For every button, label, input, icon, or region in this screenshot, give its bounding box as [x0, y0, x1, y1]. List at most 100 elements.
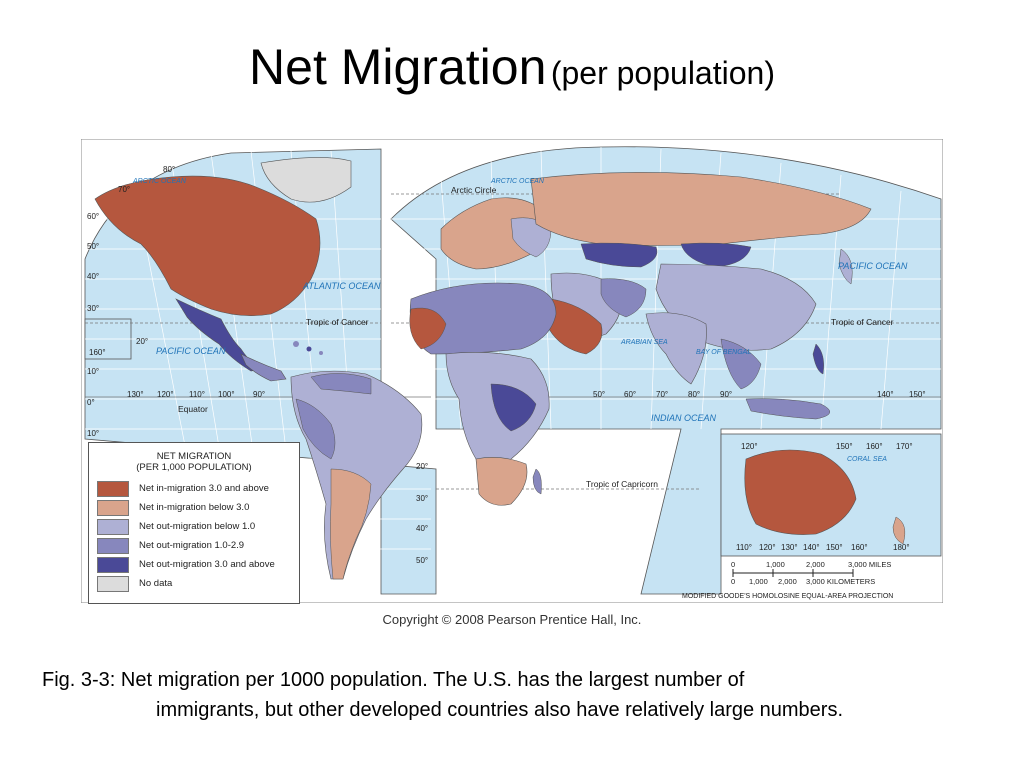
- svg-text:70°: 70°: [118, 185, 130, 194]
- ocean-label-arabian: ARABIAN SEA: [620, 339, 668, 346]
- line-label-equator: Equator: [178, 404, 208, 414]
- ocean-label-arctic-2: ARCTIC OCEAN: [490, 178, 545, 185]
- ocean-label-atlantic: ATLANTIC OCEAN: [302, 281, 381, 291]
- legend-title: NET MIGRATION (PER 1,000 POPULATION): [89, 451, 299, 473]
- svg-text:150°: 150°: [909, 390, 926, 399]
- ocean-label-indian: INDIAN OCEAN: [651, 413, 717, 423]
- japan: [838, 248, 853, 285]
- svg-text:160°: 160°: [851, 543, 868, 552]
- scale-bar: 0 1,000 2,000 3,000 MILES 0 1,000 2,000 …: [682, 560, 893, 600]
- svg-text:80°: 80°: [163, 165, 175, 174]
- svg-text:3,000 MILES: 3,000 MILES: [848, 560, 891, 569]
- line-label-arctic-circle: Arctic Circle: [451, 185, 497, 195]
- arabian-peninsula: [548, 298, 603, 355]
- caption-line2: immigrants, but other developed countrie…: [156, 699, 844, 721]
- central-america: [240, 353, 287, 382]
- svg-text:60°: 60°: [624, 390, 636, 399]
- svg-text:90°: 90°: [720, 390, 732, 399]
- svg-text:30°: 30°: [416, 494, 428, 503]
- indonesia: [745, 398, 830, 420]
- madagascar: [532, 468, 542, 495]
- svg-text:50°: 50°: [593, 390, 605, 399]
- philippines: [812, 343, 824, 375]
- svg-text:20°: 20°: [416, 462, 428, 471]
- svg-text:160°: 160°: [89, 348, 106, 357]
- svg-text:50°: 50°: [87, 242, 99, 251]
- svg-text:140°: 140°: [803, 543, 820, 552]
- legend-swatch: [97, 480, 129, 497]
- southern-africa: [475, 457, 528, 506]
- north-africa: [409, 282, 557, 355]
- svg-text:170°: 170°: [896, 442, 913, 451]
- north-america: [94, 175, 321, 316]
- svg-text:20°: 20°: [136, 337, 148, 346]
- svg-text:120°: 120°: [759, 543, 776, 552]
- svg-text:60°: 60°: [87, 212, 99, 221]
- iran-afghanistan: [600, 278, 647, 318]
- mongolia: [680, 242, 752, 268]
- chile-argentina: [330, 468, 372, 580]
- svg-text:50°: 50°: [416, 556, 428, 565]
- world-map: ARCTIC OCEAN ARCTIC OCEAN ATLANTIC OCEAN…: [81, 139, 943, 604]
- svg-text:150°: 150°: [826, 543, 843, 552]
- legend-item: Net in-migration below 3.0: [97, 498, 299, 517]
- ocean-label-pacific-west: PACIFIC OCEAN: [156, 346, 226, 356]
- legend-swatch: [97, 518, 129, 535]
- ocean-lobe-eurasia: [390, 146, 942, 595]
- svg-text:80°: 80°: [688, 390, 700, 399]
- legend-swatch: [97, 537, 129, 554]
- figure-caption: Fig. 3-3: Net migration per 1000 populat…: [42, 665, 1002, 725]
- svg-text:100°: 100°: [218, 390, 235, 399]
- australia: [744, 449, 857, 535]
- title-sub: (per population): [550, 55, 775, 91]
- congo: [490, 383, 537, 432]
- legend-item: Net out-migration 1.0-2.9: [97, 536, 299, 555]
- svg-text:140°: 140°: [877, 390, 894, 399]
- svg-text:1,000: 1,000: [749, 577, 768, 586]
- svg-text:10°: 10°: [87, 367, 99, 376]
- legend-item: No data: [97, 574, 299, 593]
- svg-text:120°: 120°: [157, 390, 174, 399]
- svg-text:130°: 130°: [781, 543, 798, 552]
- svg-text:30°: 30°: [87, 304, 99, 313]
- svg-text:2,000: 2,000: [778, 577, 797, 586]
- venezuela-guyana: [310, 373, 372, 395]
- svg-text:0: 0: [731, 577, 735, 586]
- legend-swatch: [97, 575, 129, 592]
- legend-title-line1: NET MIGRATION: [156, 451, 232, 462]
- svg-text:90°: 90°: [253, 390, 265, 399]
- greenland: [260, 157, 352, 203]
- svg-text:10°: 10°: [87, 429, 99, 438]
- svg-text:0: 0: [731, 560, 735, 569]
- line-label-cancer-east: Tropic of Cancer: [831, 317, 894, 327]
- legend-item: Net out-migration 3.0 and above: [97, 555, 299, 574]
- new-zealand: [892, 516, 906, 545]
- kazakhstan: [580, 242, 658, 268]
- svg-text:3,000 KILOMETERS: 3,000 KILOMETERS: [806, 577, 875, 586]
- legend-item: Net in-migration 3.0 and above: [97, 479, 299, 498]
- svg-text:160°: 160°: [866, 442, 883, 451]
- ocean-label-pacific-east: PACIFIC OCEAN: [838, 261, 908, 271]
- caption-line1: Fig. 3-3: Net migration per 1000 populat…: [42, 669, 745, 691]
- svg-text:40°: 40°: [416, 524, 428, 533]
- line-label-cancer-west: Tropic of Cancer: [306, 317, 369, 327]
- legend-swatch: [97, 556, 129, 573]
- svg-text:1,000: 1,000: [766, 560, 785, 569]
- ocean-label-bengal: BAY OF BENGAL: [696, 349, 751, 356]
- southeast-asia: [720, 338, 762, 390]
- india: [645, 312, 707, 385]
- svg-text:110°: 110°: [189, 390, 205, 399]
- eastern-europe: [510, 217, 552, 258]
- svg-text:130°: 130°: [127, 390, 144, 399]
- svg-text:40°: 40°: [87, 272, 99, 281]
- title-main: Net Migration: [249, 39, 547, 95]
- svg-text:0°: 0°: [87, 398, 95, 407]
- ocean-label-coral: CORAL SEA: [847, 456, 887, 463]
- copyright-text: Copyright © 2008 Pearson Prentice Hall, …: [382, 612, 642, 627]
- svg-text:150°: 150°: [836, 442, 853, 451]
- peru-bolivia: [295, 398, 336, 460]
- svg-text:110°: 110°: [736, 543, 752, 552]
- svg-text:2,000: 2,000: [806, 560, 825, 569]
- west-africa-libya: [409, 307, 447, 350]
- svg-text:120°: 120°: [741, 442, 758, 451]
